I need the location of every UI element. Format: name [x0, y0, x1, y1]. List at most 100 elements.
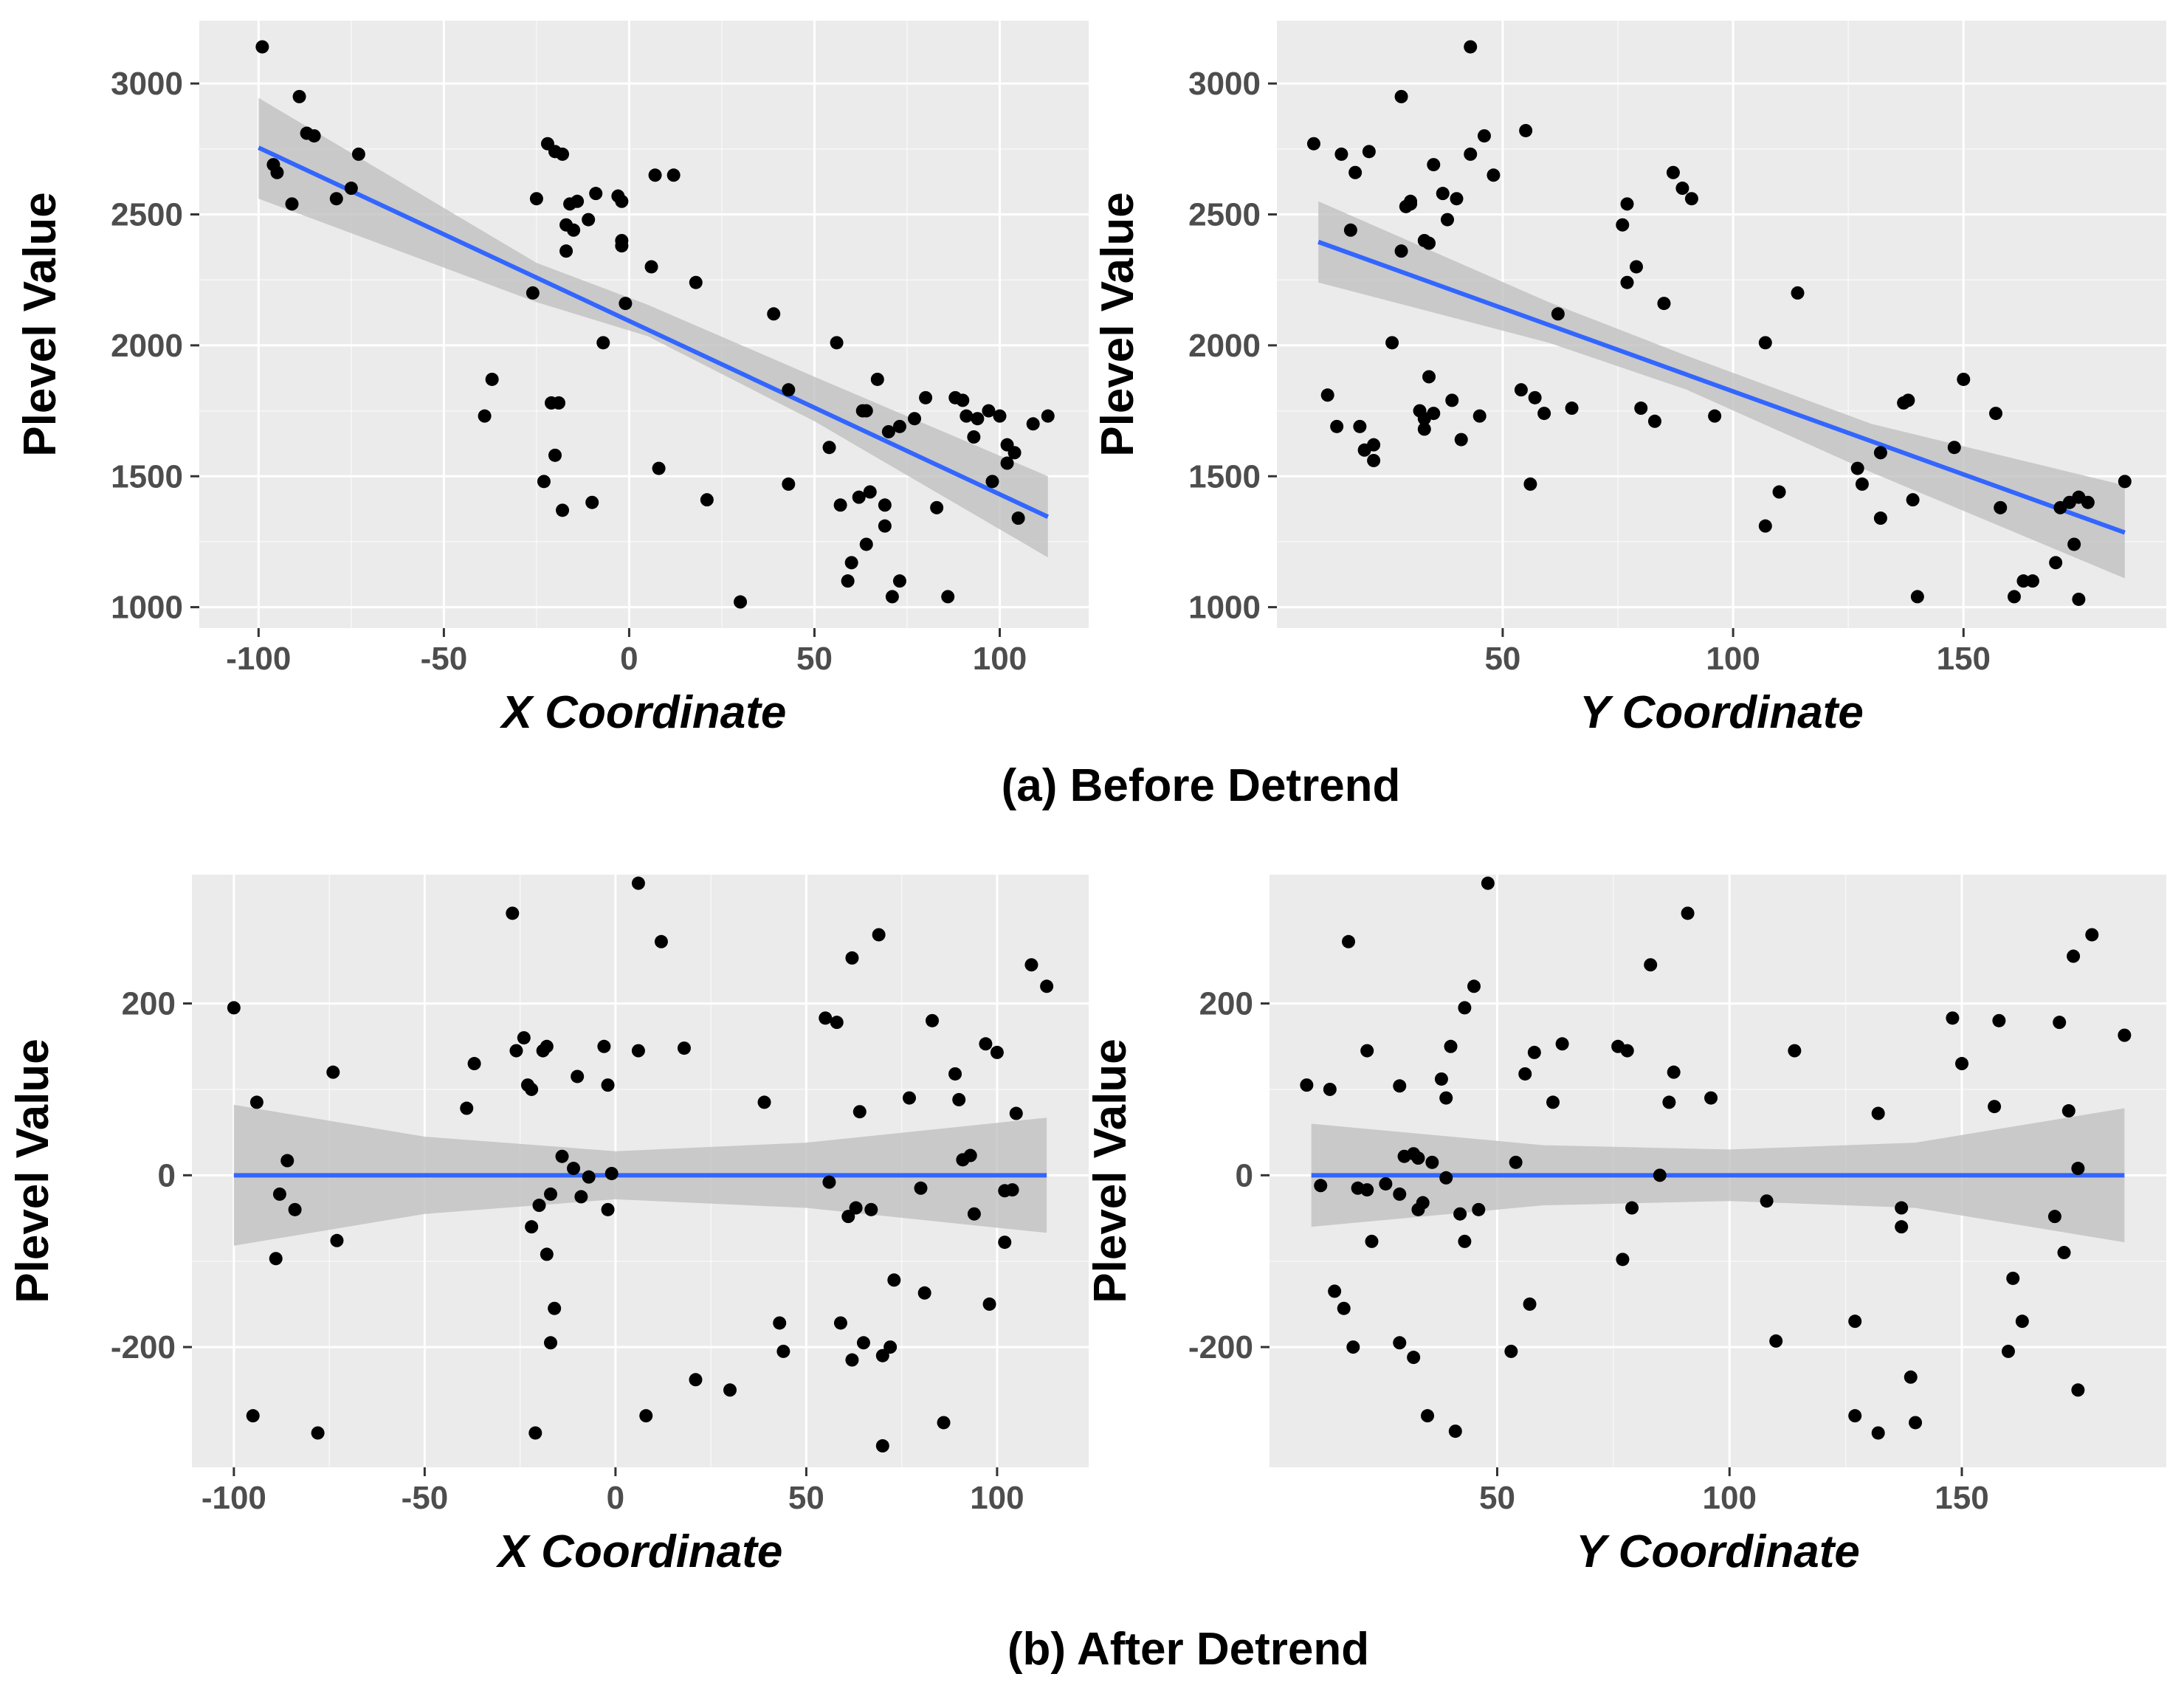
y-axis-title: Plevel Value — [15, 192, 66, 456]
data-point — [1448, 1425, 1462, 1439]
x-tick-label: 0 — [620, 641, 638, 677]
data-point — [1988, 1100, 2002, 1114]
data-point — [1565, 402, 1579, 416]
data-point — [833, 1316, 847, 1330]
data-point — [863, 485, 877, 499]
data-point — [677, 1041, 691, 1055]
data-point — [1523, 477, 1537, 491]
data-point — [982, 404, 996, 418]
data-point — [1855, 477, 1869, 491]
data-point — [540, 1039, 554, 1053]
data-point — [571, 194, 585, 208]
data-point — [841, 574, 855, 588]
x-tick-label: 100 — [1703, 1480, 1757, 1516]
data-point — [1417, 422, 1431, 436]
y-tick-label: 0 — [158, 1157, 176, 1193]
x-tick-label: -50 — [402, 1480, 449, 1516]
data-point — [1992, 1013, 2006, 1027]
data-point — [2053, 1016, 2067, 1030]
data-point — [509, 1044, 523, 1058]
data-point — [478, 409, 492, 423]
data-point — [1439, 1091, 1453, 1105]
y-tick-label: 200 — [122, 986, 176, 1022]
data-point — [892, 419, 906, 433]
data-point — [1422, 370, 1436, 384]
data-point — [822, 441, 836, 455]
data-point — [2118, 1028, 2132, 1042]
data-point — [1910, 590, 1924, 604]
data-point — [1653, 1168, 1667, 1182]
data-point — [872, 928, 886, 942]
data-point — [1758, 519, 1772, 533]
data-point — [528, 1426, 542, 1440]
data-point — [845, 1353, 859, 1367]
data-point — [1704, 1091, 1718, 1105]
data-point — [1009, 1106, 1023, 1120]
data-point — [532, 1199, 546, 1213]
data-point — [856, 1336, 870, 1350]
data-point — [930, 500, 944, 514]
data-point — [1000, 456, 1014, 470]
data-point — [1772, 485, 1786, 499]
data-point — [917, 1286, 931, 1300]
data-point — [1005, 1183, 1019, 1197]
data-point — [2061, 1104, 2076, 1118]
data-point — [919, 390, 933, 404]
data-point — [582, 1170, 596, 1184]
data-point — [1445, 393, 1459, 407]
data-point — [1634, 402, 1648, 416]
y-tick-label: 200 — [1199, 986, 1253, 1022]
data-point — [2081, 495, 2095, 509]
data-point — [1616, 218, 1630, 232]
data-point — [1788, 1044, 1802, 1058]
data-point — [567, 1162, 581, 1176]
panel-before-y: 50 100 150 1000 1500 2000 2500 3000 Y Coordinate… — [1092, 21, 2166, 738]
data-point — [255, 40, 269, 54]
data-point — [2071, 1162, 2085, 1176]
x-tick-label: 100 — [973, 641, 1027, 677]
data-point — [548, 448, 562, 462]
data-point — [1871, 1106, 1885, 1120]
data-point — [506, 906, 520, 920]
data-point — [990, 1045, 1004, 1059]
data-point — [1328, 1284, 1342, 1298]
data-point — [864, 1202, 878, 1216]
data-point — [1947, 441, 1961, 455]
x-tick-label: 150 — [1937, 641, 1991, 677]
data-point — [885, 590, 899, 604]
data-point — [227, 1001, 241, 1015]
data-point — [1365, 1234, 1379, 1248]
data-point — [2001, 1344, 2015, 1358]
data-point — [1393, 1187, 1407, 1201]
data-point — [1421, 1409, 1435, 1423]
data-point — [1504, 1344, 1518, 1358]
data-point — [559, 244, 573, 258]
data-point — [903, 1091, 916, 1105]
data-point — [1551, 307, 1565, 321]
y-tick-label: 1000 — [111, 590, 183, 626]
data-point — [1481, 876, 1495, 890]
y-tick-label: 1500 — [1188, 458, 1261, 495]
data-point — [1360, 1183, 1374, 1197]
data-point — [601, 1202, 615, 1216]
data-point — [1422, 236, 1436, 250]
data-point — [307, 129, 321, 143]
data-point — [967, 1207, 981, 1221]
data-point — [830, 1016, 844, 1030]
data-point — [582, 213, 596, 227]
data-point — [2057, 1246, 2071, 1260]
data-point — [734, 595, 748, 609]
data-point — [467, 1057, 481, 1071]
data-point — [1657, 297, 1671, 311]
data-point — [1684, 192, 1698, 206]
y-tick-label: 1500 — [111, 458, 183, 495]
data-point — [887, 1273, 901, 1287]
data-point — [540, 1247, 554, 1261]
data-point — [1360, 1044, 1374, 1058]
data-point — [1393, 1079, 1407, 1093]
data-point — [571, 1069, 585, 1084]
data-point — [1320, 388, 1334, 402]
data-point — [2118, 475, 2132, 489]
data-point — [597, 1039, 611, 1053]
y-tick-label: 2500 — [111, 197, 183, 233]
